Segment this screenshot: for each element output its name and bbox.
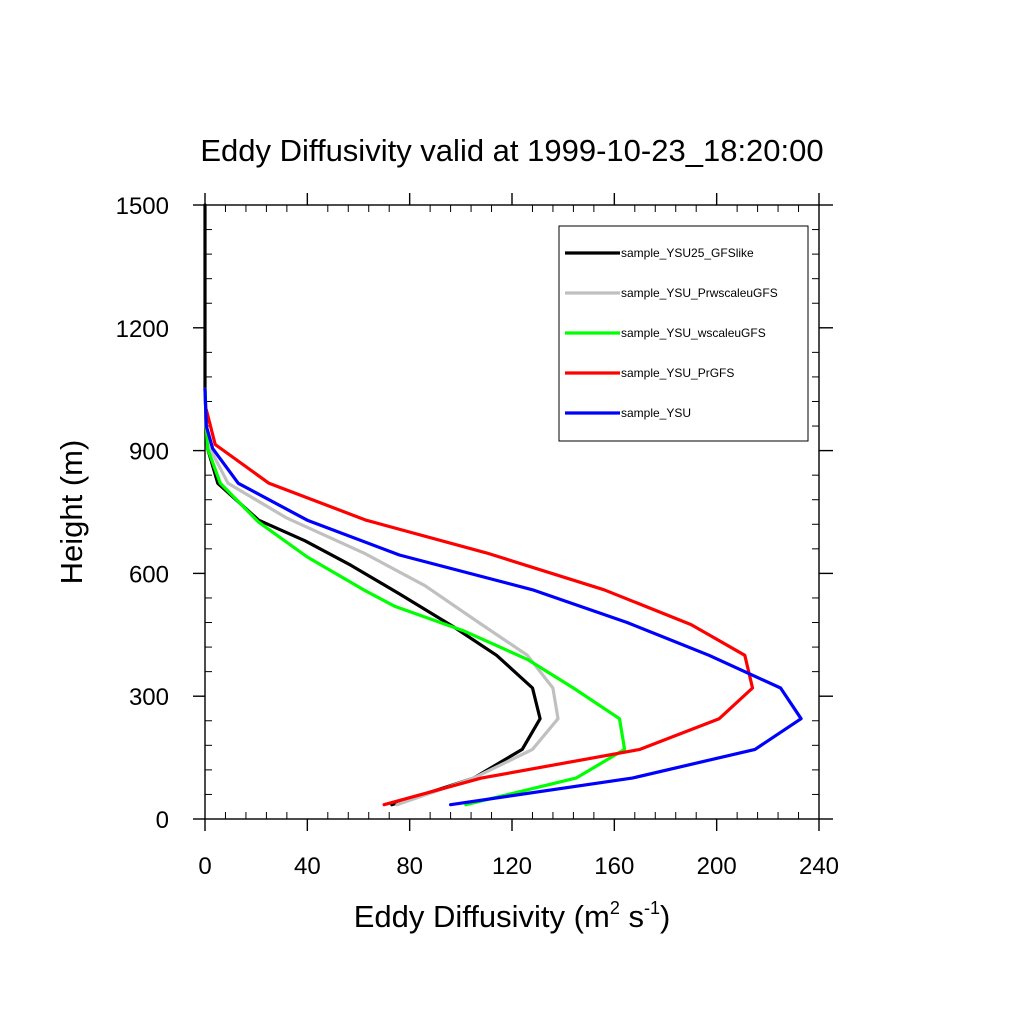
x-axis-label-end: ) xyxy=(660,899,670,934)
legend-label: sample_YSU25_GFSlike xyxy=(621,246,754,260)
y-tick-label: 1500 xyxy=(116,193,169,220)
legend: sample_YSU25_GFSlike sample_YSU_Prwscaleu… xyxy=(558,225,809,442)
series-lines xyxy=(203,203,803,807)
x-tick-label: 80 xyxy=(396,853,423,880)
x-tick-label: 40 xyxy=(294,853,321,880)
series-line xyxy=(203,387,803,807)
x-tick-label: 120 xyxy=(492,853,532,880)
y-tick-label: 1200 xyxy=(116,316,169,343)
x-axis-label-sup2: -1 xyxy=(644,898,660,918)
x-axis-label-mid: s xyxy=(620,899,644,934)
chart-title: Eddy Diffusivity valid at 1999-10-23_18:… xyxy=(200,133,823,168)
y-axis-label: Height (m) xyxy=(54,440,89,585)
x-tick-label: 200 xyxy=(697,853,737,880)
x-axis-label-sup1: 2 xyxy=(610,898,620,918)
x-axis-label: Eddy Diffusivity (m2 s-1) xyxy=(354,898,671,934)
legend-label: sample_YSU xyxy=(621,406,691,420)
x-tick-label: 0 xyxy=(198,853,211,880)
series-line xyxy=(204,408,755,807)
axes: 0 40 80 120 160 200 240 0 300 600 900 1200 1500 xyxy=(116,193,839,880)
x-tick-label: 160 xyxy=(594,853,634,880)
x-axis-label-main: Eddy Diffusivity (m xyxy=(354,899,610,934)
y-tick-label: 900 xyxy=(129,439,169,466)
y-tick-label: 600 xyxy=(129,561,169,588)
series-line xyxy=(203,203,542,807)
series-line xyxy=(203,387,627,807)
y-tick-label: 300 xyxy=(129,684,169,711)
x-tick-label: 240 xyxy=(799,853,839,880)
legend-label: sample_YSU_wscaleuGFS xyxy=(621,326,766,340)
series-line xyxy=(203,387,560,807)
y-tick-label: 0 xyxy=(156,807,169,834)
legend-label: sample_YSU_PrwscaleuGFS xyxy=(621,286,778,300)
legend-label: sample_YSU_PrGFS xyxy=(621,366,734,380)
